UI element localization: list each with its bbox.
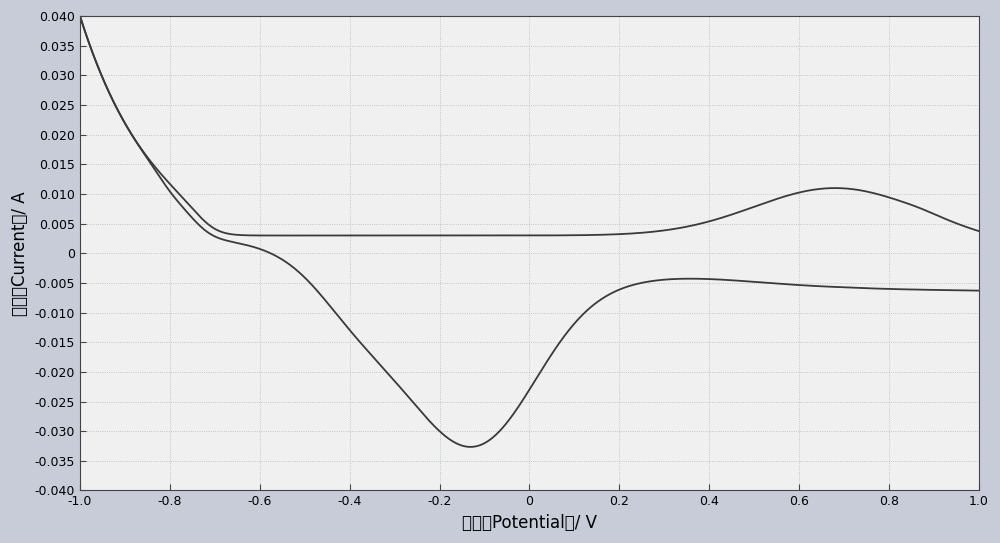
Y-axis label: 电流（Current）/ A: 电流（Current）/ A — [11, 191, 29, 315]
X-axis label: 电势（Potential）/ V: 电势（Potential）/ V — [462, 514, 597, 532]
